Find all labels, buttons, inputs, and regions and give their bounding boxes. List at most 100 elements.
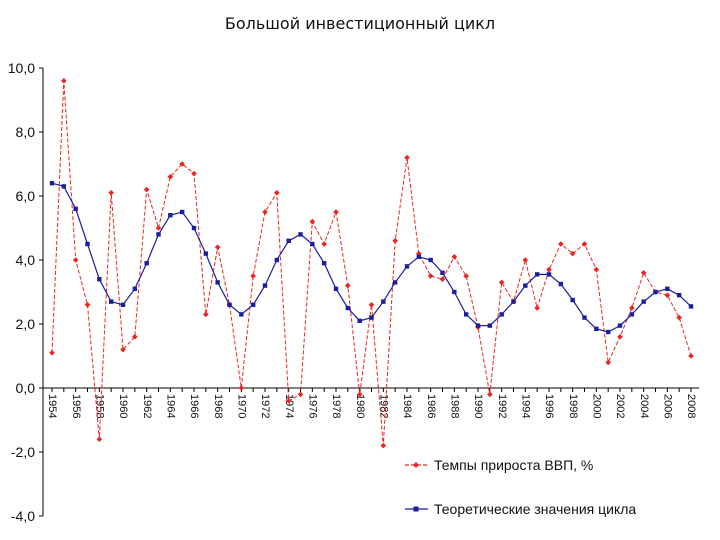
x-tick-label: 1982 bbox=[377, 394, 389, 418]
x-tick-label: 1968 bbox=[212, 394, 224, 418]
series-2-point bbox=[404, 264, 410, 269]
legend: Темпы прироста ВВП, % Теоретические значе… bbox=[405, 457, 636, 517]
series-1-point bbox=[546, 266, 552, 273]
x-tick-label: 1994 bbox=[519, 394, 531, 418]
series-1-point bbox=[191, 170, 197, 177]
x-tick-label: 1958 bbox=[93, 394, 105, 418]
series-1-point bbox=[558, 241, 564, 247]
series-1-point bbox=[49, 350, 55, 356]
y-tick-labels: 10,0 8,0 6,0 4,0 2,0 0,0 -2,0 -4,0 bbox=[8, 60, 35, 524]
series-2-point bbox=[203, 251, 209, 256]
series-1-point bbox=[392, 238, 398, 244]
legend-label-1: Темпы прироста ВВП, % bbox=[434, 457, 593, 473]
series-2-point bbox=[179, 209, 185, 215]
series-2-point bbox=[310, 241, 315, 247]
x-tick-label: 1962 bbox=[141, 394, 153, 418]
y-tick-label: 2,0 bbox=[16, 316, 36, 332]
series-1-point bbox=[640, 270, 647, 276]
series-2-point bbox=[120, 302, 126, 307]
series-group bbox=[49, 78, 694, 449]
series-2-point bbox=[523, 283, 528, 288]
series-1-point bbox=[250, 273, 256, 279]
x-tick-label: 2000 bbox=[590, 394, 602, 418]
series-2-point bbox=[605, 329, 611, 335]
series-1-point bbox=[285, 398, 292, 404]
x-tick-label: 1992 bbox=[496, 394, 508, 418]
series-1-point bbox=[333, 209, 339, 215]
x-tick-label: 1976 bbox=[306, 394, 318, 418]
x-tick-label: 1996 bbox=[543, 394, 555, 418]
series-2-point bbox=[534, 272, 540, 277]
y-tick-label: -4,0 bbox=[11, 508, 35, 524]
series-2-point bbox=[369, 315, 374, 320]
x-tick-label: 1980 bbox=[354, 394, 366, 418]
series-1-point bbox=[617, 334, 623, 340]
x-tick-label: 1964 bbox=[164, 394, 176, 418]
series-2-point bbox=[345, 305, 351, 311]
x-tick-label: 1970 bbox=[235, 394, 247, 418]
series-1-point bbox=[274, 190, 280, 196]
series-2-point bbox=[215, 280, 220, 285]
series-2-point bbox=[676, 293, 682, 298]
x-tick-label: 2006 bbox=[661, 394, 673, 418]
x-tick-label: 1988 bbox=[448, 394, 460, 418]
series-2-point bbox=[546, 272, 552, 277]
x-tick-label: 2004 bbox=[638, 394, 650, 418]
series-1-point bbox=[569, 250, 576, 257]
series-1-point bbox=[108, 190, 114, 196]
series-1-point bbox=[297, 391, 304, 398]
series-1-point bbox=[522, 257, 529, 263]
series-2-point bbox=[570, 297, 575, 303]
series-2-point bbox=[239, 312, 244, 317]
series-2-point bbox=[558, 281, 564, 287]
series-2-point bbox=[298, 232, 303, 237]
series-1-point bbox=[463, 273, 469, 279]
series-2-point bbox=[85, 241, 90, 247]
series-2-point bbox=[250, 302, 256, 307]
x-tick-label: 1972 bbox=[259, 394, 271, 418]
y-tick-label: 0,0 bbox=[16, 380, 36, 396]
series-1-point bbox=[664, 292, 671, 298]
series-2-point bbox=[357, 318, 362, 323]
series-2-point bbox=[475, 323, 481, 328]
series-1-point bbox=[487, 391, 493, 398]
series-2-point bbox=[108, 299, 114, 304]
series-2-point bbox=[132, 286, 138, 291]
x-tick-label: 1984 bbox=[401, 394, 413, 418]
series-2-point bbox=[321, 261, 327, 266]
series-2-point bbox=[97, 277, 102, 282]
series-2-point bbox=[274, 257, 280, 263]
series-1-point bbox=[356, 391, 363, 398]
x-tick-label: 1954 bbox=[46, 394, 58, 418]
series-1-point bbox=[132, 334, 138, 340]
x-tick-label: 2008 bbox=[685, 394, 697, 418]
legend-label-2: Теоретические значения цикла bbox=[434, 501, 636, 517]
series-1-point bbox=[84, 302, 91, 308]
series-2-point bbox=[49, 181, 55, 186]
series-2-point bbox=[665, 286, 670, 291]
series-2-point bbox=[653, 289, 658, 295]
series-2-point bbox=[286, 238, 291, 243]
axes bbox=[39, 67, 699, 517]
series-1-point bbox=[629, 305, 635, 311]
series-2-point bbox=[511, 299, 516, 304]
series-1-point bbox=[61, 78, 67, 84]
y-tick-label: 6,0 bbox=[16, 188, 36, 204]
series-1-point bbox=[688, 353, 694, 359]
series-2-point bbox=[594, 326, 599, 331]
series-1-point bbox=[96, 436, 103, 442]
series-2-point bbox=[392, 280, 398, 285]
series-1-point bbox=[321, 241, 327, 247]
series-1-point bbox=[534, 305, 540, 311]
series-2-point bbox=[582, 315, 587, 320]
series-1-point bbox=[581, 241, 588, 247]
x-tick-label: 1960 bbox=[117, 394, 129, 418]
series-1-point bbox=[120, 346, 126, 353]
series-2-point bbox=[416, 254, 422, 259]
series-2-point bbox=[487, 323, 493, 328]
series-2-point bbox=[227, 302, 232, 307]
series-1-point bbox=[439, 276, 446, 282]
series-2-point bbox=[641, 299, 646, 304]
x-tick-labels: 1954 1956 1958 1960 1962 1964 1966 1968 1970 1972… bbox=[46, 394, 697, 418]
